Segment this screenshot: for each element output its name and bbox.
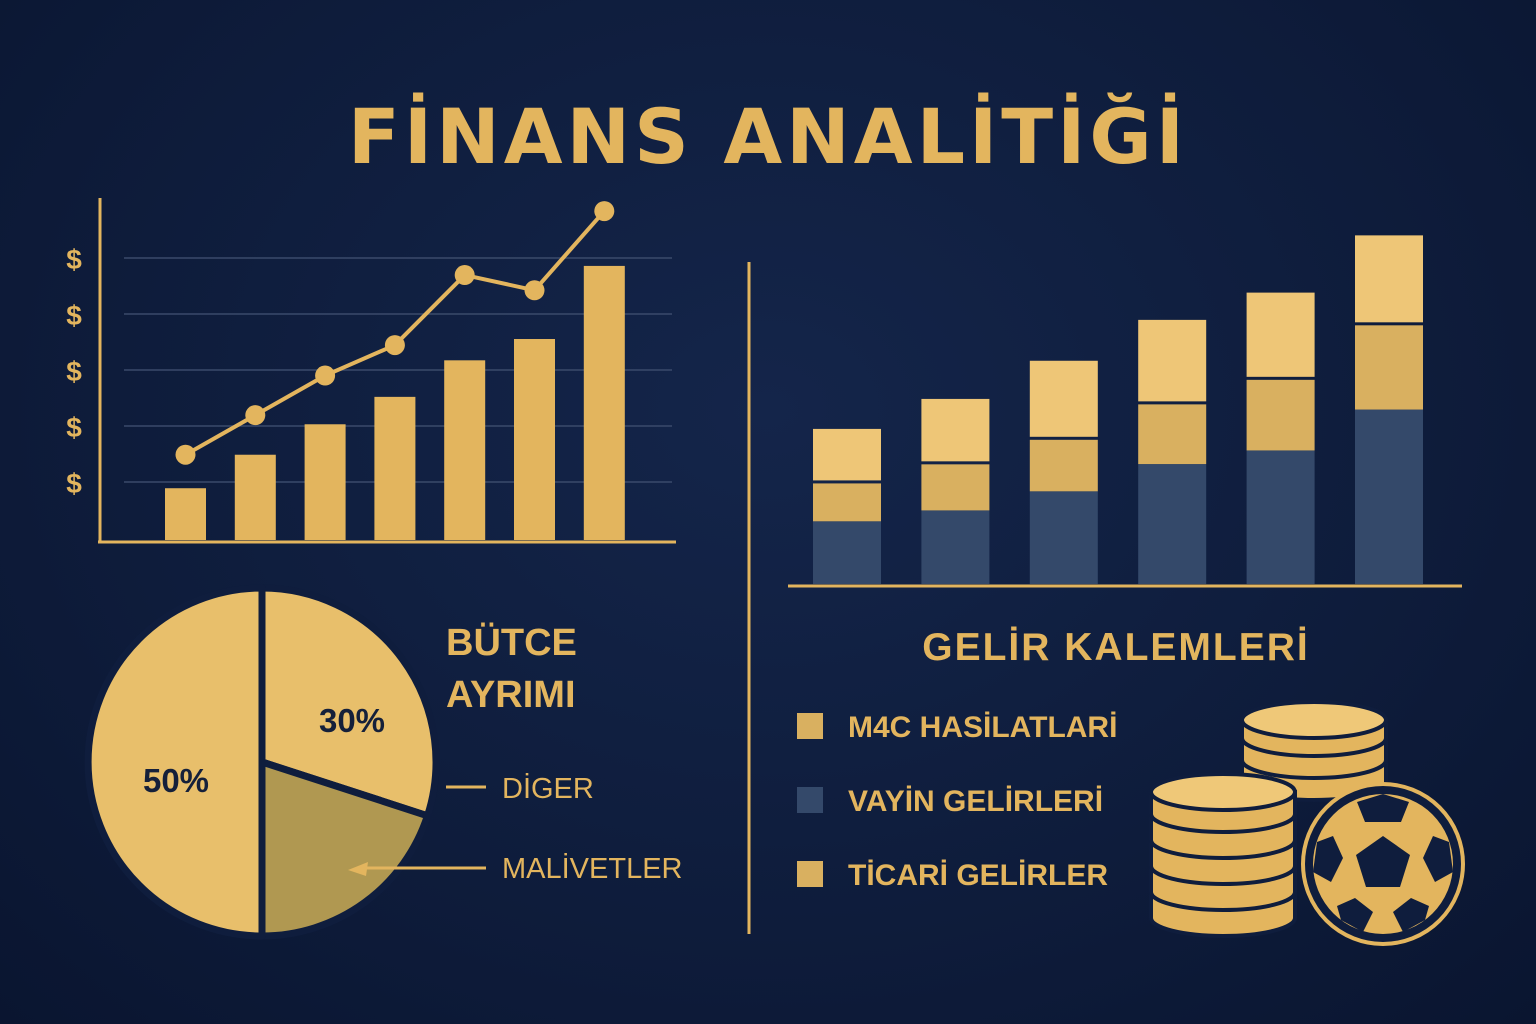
pie-slice: [258, 584, 440, 820]
line-point: [384, 335, 405, 356]
stacked-bar-segment: [1355, 325, 1423, 410]
legend-label: VAYİN GELİRLERİ: [848, 785, 1103, 818]
pie-label-30: 30%: [319, 702, 385, 739]
callout-arrow-icon: [348, 862, 368, 876]
stacked-bar-segment: [1138, 319, 1207, 402]
bar: [583, 265, 625, 540]
bar: [374, 396, 416, 540]
bar: [444, 360, 486, 540]
y-tick-label: $: [66, 356, 82, 387]
bar: [234, 454, 276, 540]
callout-malivetler: MALİVETLER: [502, 852, 683, 885]
legend-swatch: [797, 713, 823, 739]
stacked-bar-segment: [813, 428, 881, 481]
callout-diger: DİGER: [502, 772, 594, 805]
stacked-bar-segment: [1029, 439, 1098, 492]
stacked-bar-segment: [1029, 360, 1098, 437]
legend-label: TİCARİ GELİRLER: [848, 859, 1108, 892]
line-point: [315, 365, 336, 386]
line-point: [524, 280, 545, 301]
stacked-bar-segment: [1355, 409, 1423, 584]
y-tick-label: $: [66, 412, 82, 443]
stacked-bar-segment: [921, 510, 990, 584]
y-tick-label: $: [66, 244, 82, 275]
legend: GELİR KALEMLERİ M4C HASİLATLARİ VAYİN GEL…: [797, 626, 1310, 892]
pie-slice: [84, 584, 266, 940]
stacked-bar-segment: [1246, 292, 1315, 377]
legend-label: M4C HASİLATLARİ: [848, 711, 1117, 744]
bar: [514, 339, 555, 540]
line-point: [175, 444, 196, 465]
coin-top: [1149, 772, 1297, 812]
bar: [304, 424, 346, 540]
pie-title-line1: BÜTCE: [446, 621, 577, 664]
soccer-ball-icon: [1301, 782, 1465, 946]
pie-chart: 50% 30% DİGER MALİVETLER BÜTCE AYRIMI: [84, 584, 683, 940]
stacked-bar-segment: [1246, 379, 1315, 451]
pie-slice: [258, 758, 431, 940]
stacked-bar-segment: [1138, 464, 1207, 584]
stacked-bar-segment: [1029, 491, 1098, 584]
page-title: FİNANS ANALİTİĞİ: [347, 92, 1189, 181]
stacked-bar-segment: [921, 398, 990, 462]
stacked-bar-chart: [788, 235, 1462, 588]
y-tick-label: $: [66, 468, 82, 499]
legend-swatch: [797, 787, 823, 813]
pie-label-50: 50%: [143, 762, 209, 799]
stacked-bar-segment: [921, 464, 990, 511]
stacked-bar-segment: [813, 521, 881, 584]
stacked-bar-segment: [1246, 450, 1315, 584]
bar-line-chart: $ $ $ $ $: [66, 198, 676, 544]
stacked-bar-segment: [813, 483, 881, 522]
line-point: [245, 405, 266, 426]
legend-title: GELİR KALEMLERİ: [922, 626, 1310, 669]
line-point: [594, 201, 615, 222]
y-tick-label: $: [66, 300, 82, 331]
bar: [165, 488, 206, 540]
line-point: [454, 265, 475, 286]
pie-title-line2: AYRIMI: [446, 674, 576, 716]
coin-top: [1240, 700, 1388, 740]
legend-swatch: [797, 861, 823, 887]
stacked-bar-segment: [1355, 235, 1423, 323]
stacked-bar-segment: [1138, 404, 1207, 465]
